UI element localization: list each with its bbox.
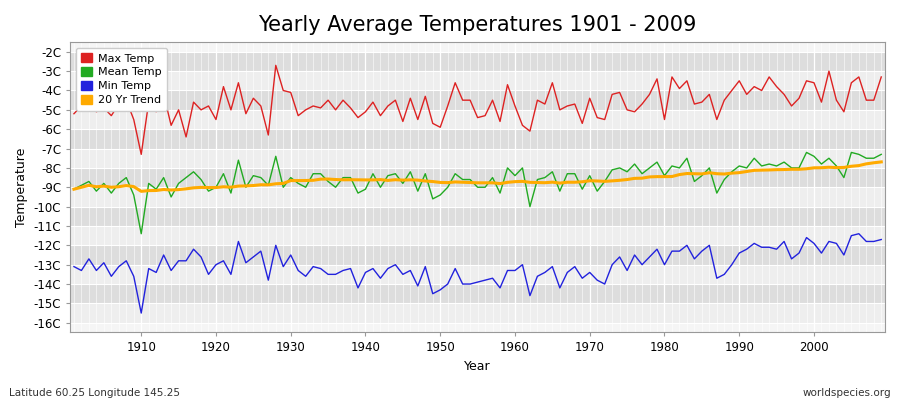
Bar: [70, 148, 885, 168]
Bar: [70, 110, 885, 129]
Bar: [70, 90, 885, 110]
Bar: [70, 284, 885, 303]
Y-axis label: Temperature: Temperature: [15, 148, 28, 227]
Bar: [70, 71, 885, 90]
Bar: [70, 52, 885, 71]
Bar: [70, 265, 885, 284]
Bar: [70, 207, 885, 226]
Text: worldspecies.org: worldspecies.org: [803, 388, 891, 398]
Bar: [70, 129, 885, 148]
Bar: [70, 168, 885, 187]
X-axis label: Year: Year: [464, 360, 491, 373]
Legend: Max Temp, Mean Temp, Min Temp, 20 Yr Trend: Max Temp, Mean Temp, Min Temp, 20 Yr Tre…: [76, 48, 167, 110]
Text: Latitude 60.25 Longitude 145.25: Latitude 60.25 Longitude 145.25: [9, 388, 180, 398]
Bar: [70, 187, 885, 207]
Bar: [70, 303, 885, 323]
Bar: [70, 226, 885, 245]
Title: Yearly Average Temperatures 1901 - 2009: Yearly Average Temperatures 1901 - 2009: [258, 15, 697, 35]
Bar: [70, 245, 885, 265]
